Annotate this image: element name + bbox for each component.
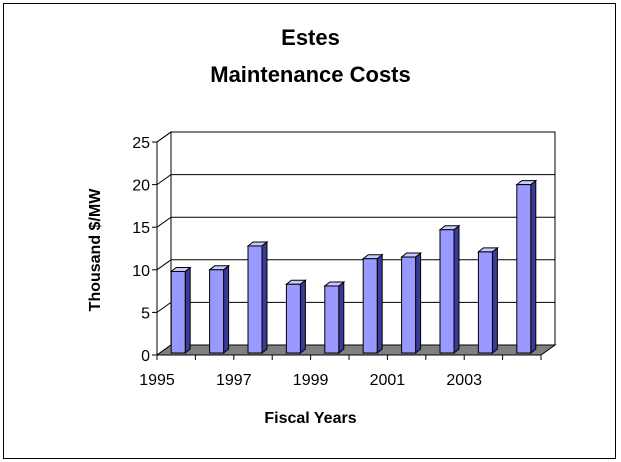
x-axis-label: Fiscal Years — [264, 410, 357, 427]
bar-front — [401, 256, 417, 354]
bar-front — [324, 285, 340, 354]
bar-front — [170, 271, 186, 354]
bar-front — [362, 258, 378, 354]
bar — [246, 240, 269, 355]
bar-side — [184, 266, 191, 355]
bar — [361, 253, 384, 355]
axes — [152, 141, 542, 360]
x-tick-label: 1999 — [293, 372, 329, 389]
bars — [169, 179, 538, 355]
x-tick-label: 2003 — [446, 372, 482, 389]
bar — [169, 266, 192, 355]
bar-front — [285, 283, 301, 354]
bar-front — [516, 184, 532, 354]
x-tick-label: 1995 — [139, 372, 175, 389]
bar-side — [299, 279, 306, 355]
x-tick-labels: 1995 1997 1999 2001 2003 — [139, 372, 482, 389]
y-tick-label: 5 — [141, 305, 150, 322]
chart-title-line-1: Estes — [281, 25, 340, 50]
gridline — [156, 131, 555, 143]
y-tick-labels: 0 5 10 15 20 25 — [132, 135, 150, 365]
bar-side — [453, 224, 460, 355]
bar — [438, 224, 461, 355]
bar-front — [439, 229, 455, 354]
bar — [476, 246, 499, 355]
bar-side — [223, 264, 230, 355]
bar-side — [415, 251, 422, 355]
side-wall — [156, 131, 172, 356]
bar-side — [261, 240, 268, 355]
bar-side — [338, 280, 345, 355]
bar — [400, 251, 423, 355]
y-tick-label: 0 — [141, 348, 150, 365]
bar — [323, 280, 346, 355]
bar — [208, 264, 231, 355]
bar-side — [491, 246, 498, 355]
y-tick-label: 20 — [132, 178, 150, 195]
gridline — [156, 216, 555, 228]
bar-side — [530, 179, 537, 355]
bar — [515, 179, 538, 355]
gridline — [156, 174, 555, 186]
y-tick-label: 10 — [132, 263, 150, 280]
y-tick-label: 25 — [132, 135, 150, 152]
gridline — [156, 259, 555, 271]
bar-front — [209, 269, 225, 354]
x-tick-label: 2001 — [370, 372, 406, 389]
x-tick-label: 1997 — [216, 372, 252, 389]
bar-front — [247, 245, 263, 354]
gridlines — [156, 131, 555, 313]
chart-title-line-2: Maintenance Costs — [210, 62, 411, 87]
y-tick-label: 15 — [132, 220, 150, 237]
bar — [284, 279, 307, 355]
bar-side — [376, 253, 383, 355]
bar-front — [477, 251, 493, 354]
